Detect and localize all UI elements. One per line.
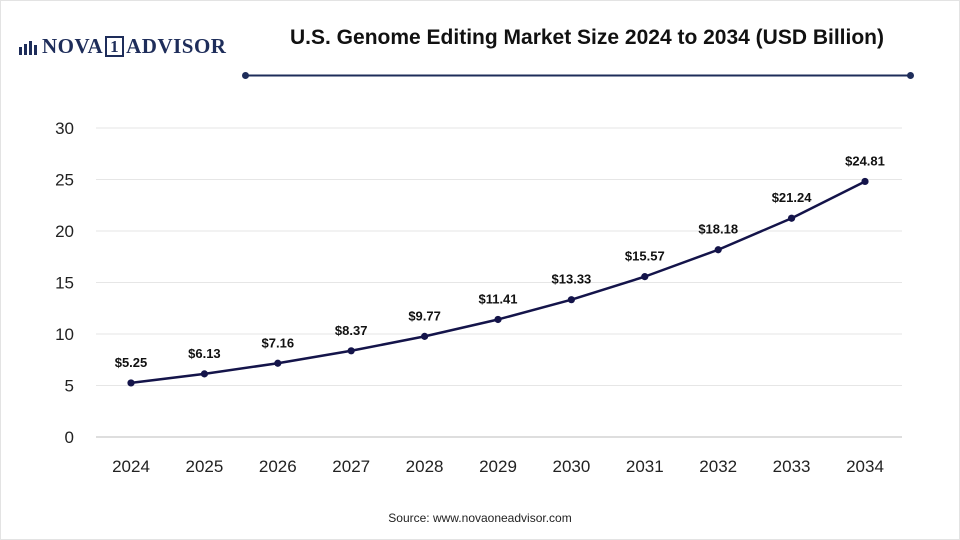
x-tick-label: 2030	[552, 457, 590, 476]
data-point	[127, 379, 135, 387]
x-tick-label: 2031	[626, 457, 664, 476]
y-tick-label: 10	[55, 325, 74, 344]
logo-text-prefix: NOVA	[42, 34, 104, 58]
series-layer	[127, 177, 869, 387]
data-label: $15.57	[625, 249, 665, 264]
data-point	[347, 347, 355, 355]
grid-lines	[96, 127, 902, 386]
data-label: $13.33	[552, 272, 592, 287]
x-tick-label: 2027	[332, 457, 370, 476]
data-label: $11.41	[478, 291, 517, 306]
logo-text-box: 1	[105, 36, 125, 57]
x-tick-label: 2024	[112, 457, 150, 476]
source-note: Source: www.novaoneadvisor.com	[388, 511, 572, 525]
data-label: $21.24	[772, 190, 813, 205]
x-tick-label: 2034	[846, 457, 884, 476]
y-tick-label: 20	[55, 222, 74, 241]
data-point	[861, 177, 869, 186]
data-point	[714, 246, 722, 254]
x-tick-label: 2032	[699, 457, 737, 476]
y-tick-labels: 0 5 10 15 20 25 30	[55, 119, 74, 447]
x-tick-label: 2025	[185, 457, 223, 476]
y-tick-label: 15	[55, 274, 74, 293]
data-label: $9.77	[408, 308, 441, 323]
y-tick-label: 25	[55, 171, 74, 190]
x-tick-labels: 2024 2025 2026 2027 2028 2029 2030 2031 2032 2033…	[112, 457, 884, 476]
y-tick-label: 30	[55, 119, 74, 138]
data-labels: $5.25 $6.13 $7.16 $8.37 $9.77 $11.41 $13.33 $15…	[115, 153, 885, 369]
brand-logo: NOVA 1 ADVISOR	[18, 34, 226, 59]
y-tick-label: 5	[65, 377, 74, 396]
data-point	[641, 273, 649, 281]
x-tick-label: 2033	[773, 457, 811, 476]
x-tick-label: 2026	[259, 457, 297, 476]
chart-title: U.S. Genome Editing Market Size 2024 to …	[290, 26, 884, 49]
data-label: $6.13	[188, 346, 221, 361]
title-divider	[242, 72, 914, 79]
data-label: $24.81	[845, 153, 885, 168]
data-label: $5.25	[115, 355, 148, 370]
data-label: $8.37	[335, 323, 368, 338]
logo-text-suffix: ADVISOR	[126, 34, 227, 58]
data-label: $18.18	[698, 222, 738, 237]
data-point	[200, 370, 208, 378]
y-tick-label: 0	[65, 428, 74, 447]
x-tick-label: 2028	[406, 457, 444, 476]
x-tick-label: 2029	[479, 457, 517, 476]
bar-chart-icon	[19, 40, 37, 55]
data-label: $7.16	[262, 335, 295, 350]
data-point	[567, 296, 576, 304]
data-point	[421, 332, 429, 340]
data-point	[494, 315, 502, 324]
data-point	[788, 214, 796, 222]
data-point	[274, 359, 282, 367]
